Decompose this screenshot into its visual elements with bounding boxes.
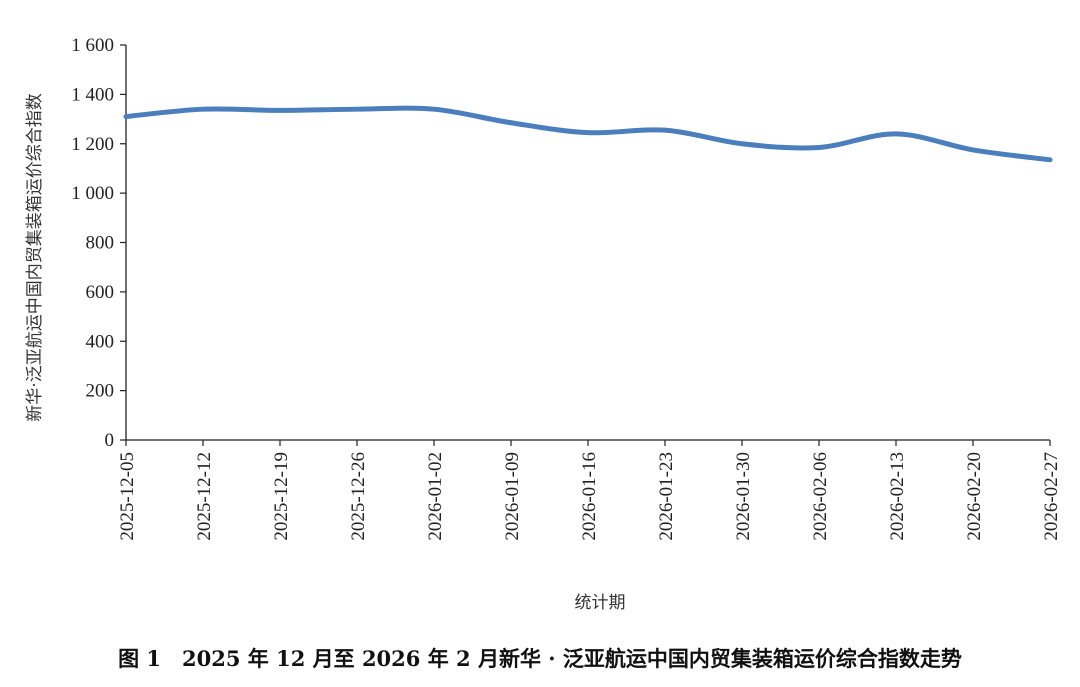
x-tick-label: 2026-02-20	[964, 452, 985, 541]
x-tick-label: 2026-01-09	[502, 452, 523, 541]
x-tick-label: 2026-02-27	[1041, 452, 1062, 541]
series-layer	[123, 105, 1053, 163]
x-axis-label: 统计期	[575, 593, 626, 613]
x-tick-label: 2026-01-02	[425, 452, 446, 541]
y-tick-label: 0	[105, 430, 115, 451]
x-tick-label: 2025-12-26	[348, 452, 369, 541]
y-tick-label: 400	[86, 331, 115, 352]
y-axis-label: 新华·泛亚航运中国内贸集装箱运价综合指数	[25, 93, 45, 421]
x-tick-label: 2026-02-13	[887, 452, 908, 541]
x-tick-label: 2026-02-06	[810, 452, 831, 541]
y-tick-label: 200	[86, 381, 115, 402]
y-tick-label: 1 400	[71, 84, 114, 105]
x-tick-label: 2025-12-05	[117, 452, 138, 541]
chart: 0 200 400 600 800 1 000 1 200 1 400 1 600 2025-1…	[25, 35, 1062, 613]
y-tick-label: 1 000	[71, 183, 114, 204]
x-tick-label: 2026-01-30	[733, 452, 754, 541]
x-axis: 2025-12-05 2025-12-12 2025-12-19 2025-12-26…	[117, 439, 1062, 541]
figure-caption: 图 1 2025 年 12 月至 2026 年 2 月新华 · 泛亚航运中国内贸…	[118, 646, 962, 671]
y-tick-label: 1 200	[71, 134, 114, 155]
x-tick-label: 2026-01-16	[579, 452, 600, 541]
x-tick-label: 2026-01-23	[656, 452, 677, 541]
y-tick-label: 600	[86, 282, 115, 303]
y-tick-label: 1 600	[71, 35, 114, 56]
series-line-0	[123, 105, 1053, 163]
y-tick-label: 800	[86, 233, 115, 254]
y-axis: 0 200 400 600 800 1 000 1 200 1 400 1 600	[71, 35, 127, 451]
x-tick-label: 2025-12-12	[194, 452, 215, 541]
x-tick-label: 2025-12-19	[271, 452, 292, 541]
